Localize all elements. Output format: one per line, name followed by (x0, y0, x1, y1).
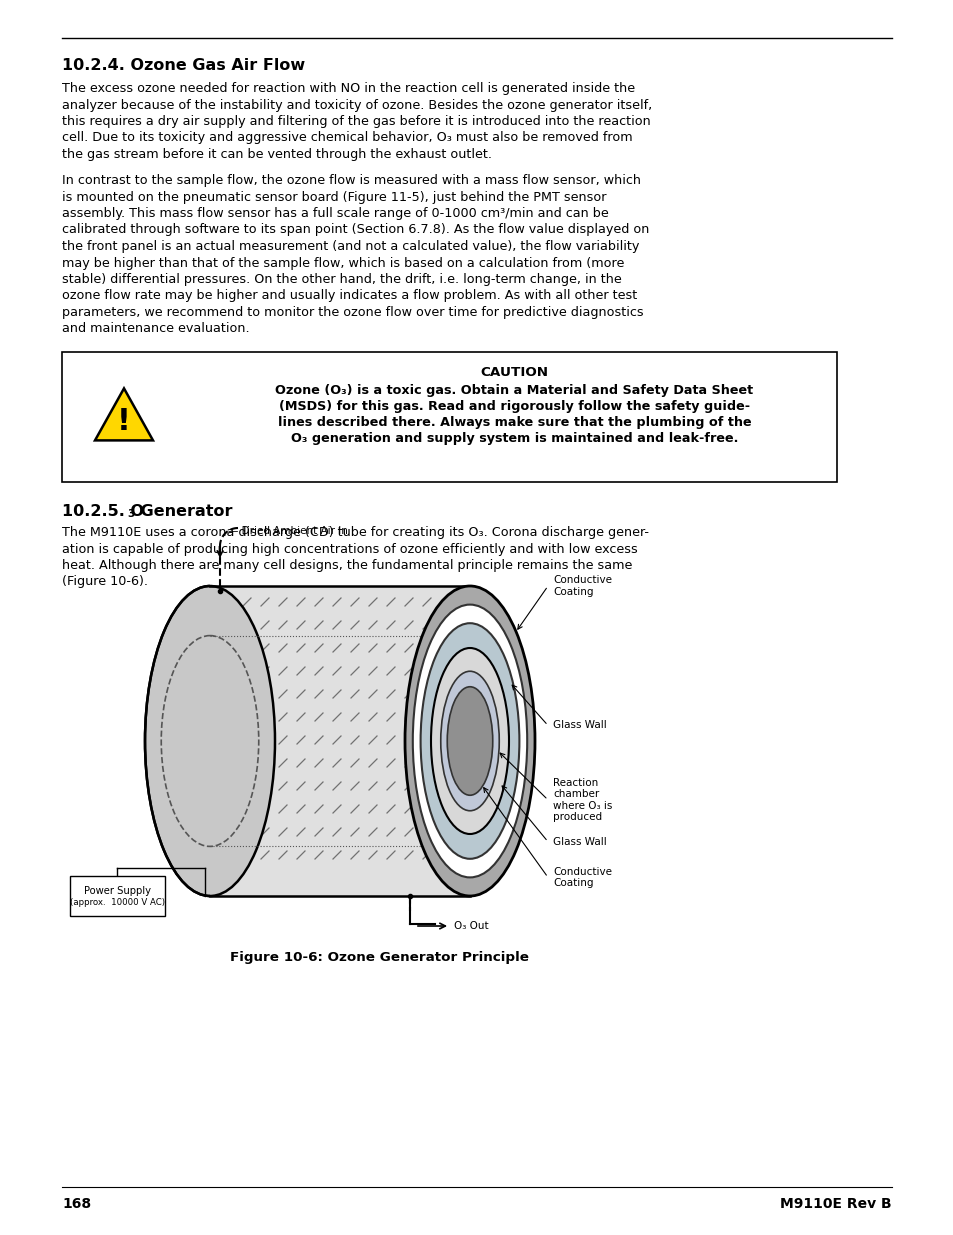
Ellipse shape (405, 585, 535, 897)
Text: 168: 168 (62, 1197, 91, 1212)
Text: 10.2.4. Ozone Gas Air Flow: 10.2.4. Ozone Gas Air Flow (62, 58, 305, 73)
Ellipse shape (145, 585, 274, 897)
Text: Reaction
chamber
where O₃ is
produced: Reaction chamber where O₃ is produced (553, 778, 612, 823)
Text: — Dried Ambient Air In: — Dried Ambient Air In (228, 526, 348, 536)
Ellipse shape (447, 687, 493, 795)
Text: 10.2.5. O: 10.2.5. O (62, 504, 144, 519)
Text: The excess ozone needed for reaction with NO in the reaction cell is generated i: The excess ozone needed for reaction wit… (62, 82, 652, 161)
Text: Conductive
Coating: Conductive Coating (553, 867, 612, 888)
Text: Conductive
Coating: Conductive Coating (553, 576, 612, 597)
Text: Power Supply: Power Supply (84, 885, 151, 897)
Ellipse shape (431, 648, 509, 834)
Text: Figure 10-6: Ozone Generator Principle: Figure 10-6: Ozone Generator Principle (231, 951, 529, 965)
Ellipse shape (420, 624, 518, 858)
Text: Ozone (O₃) is a toxic gas. Obtain a Material and Safety Data Sheet
(MSDS) for th: Ozone (O₃) is a toxic gas. Obtain a Mate… (275, 384, 753, 445)
Text: CAUTION: CAUTION (480, 366, 548, 379)
Text: In contrast to the sample flow, the ozone flow is measured with a mass flow sens: In contrast to the sample flow, the ozon… (62, 174, 649, 336)
Text: Generator: Generator (135, 504, 233, 519)
FancyBboxPatch shape (62, 352, 836, 482)
Text: Glass Wall: Glass Wall (553, 837, 606, 847)
Bar (210, 585, 470, 897)
Text: (approx.  10000 V AC): (approx. 10000 V AC) (70, 898, 165, 906)
Text: The M9110E uses a corona discharge (CD) tube for creating its O₃. Corona dischar: The M9110E uses a corona discharge (CD) … (62, 526, 648, 589)
Ellipse shape (413, 605, 527, 877)
Text: 3: 3 (127, 509, 134, 519)
Text: O₃ Out: O₃ Out (454, 921, 488, 931)
Text: M9110E Rev B: M9110E Rev B (780, 1197, 891, 1212)
Ellipse shape (440, 672, 498, 810)
Text: Glass Wall: Glass Wall (553, 720, 606, 730)
Bar (210, 585, 470, 897)
Text: !: ! (117, 406, 131, 436)
Polygon shape (95, 388, 152, 441)
Bar (70, 876, 165, 916)
